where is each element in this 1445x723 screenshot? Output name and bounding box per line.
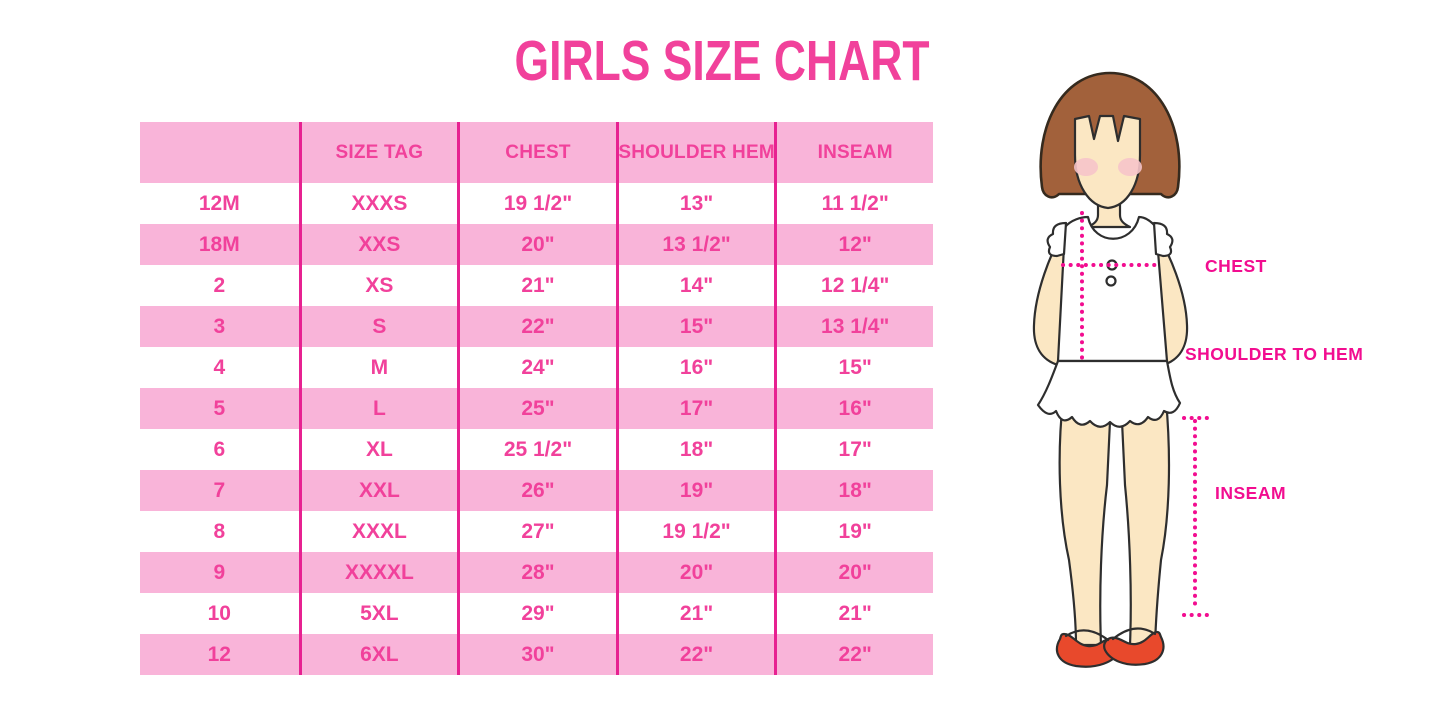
table-cell: 21" [457,265,616,306]
table-cell: XL [298,429,458,470]
dress-bodice [1056,215,1169,363]
table-cell: 15" [774,347,933,388]
table-row: 18M XXS 20" 13 1/2" 12" [140,224,933,265]
table-cell: XXL [298,470,458,511]
table-cell: 6XL [298,634,458,675]
table-cell: 13 1/2" [615,224,775,265]
table-cell: 5XL [298,593,458,634]
table-cell: 5 [213,396,226,420]
header-cell [140,122,299,183]
table-row: 12 6XL 30" 22" 22" [140,634,933,675]
table-cell: 17" [774,429,933,470]
table-cell: 26" [457,470,616,511]
table-cell: 16" [615,347,775,388]
table-cell: 12M [198,191,240,215]
table-cell: 19 1/2" [615,511,775,552]
right-leg [1119,398,1171,647]
table-row: 7 XXL 26" 19" 18" [140,470,933,511]
table-cell: 25" [457,388,616,429]
table-cell: 4 [213,355,226,379]
shoulder-to-hem-label: SHOULDER TO HEM [1185,344,1363,364]
blush-right [1118,158,1142,176]
table-cell: 9 [213,560,226,584]
table-cell: 22" [615,634,775,675]
table-cell: XXXS [298,183,458,224]
right-ruffle [1152,221,1174,258]
table-cell: 22" [774,634,933,675]
header-cell: SHOULDER HEM [615,122,774,183]
table-cell: 17" [615,388,775,429]
table-cell: 18" [774,470,933,511]
table-cell: 24" [457,347,616,388]
header-cell: INSEAM [774,122,933,183]
table-cell: 21" [615,593,775,634]
measurement-lines [1061,211,1209,617]
table-row: 9 XXXXL 28" 20" 20" [140,552,933,593]
page-title: GIRLS SIZE CHART [515,29,930,93]
table-cell: 18" [615,429,775,470]
table-row: 4 M 24" 16" 15" [140,347,933,388]
blush-left [1074,158,1098,176]
table-row: 12M XXXS 19 1/2" 13" 11 1/2" [140,183,933,224]
right-shoe-strap [1111,627,1157,641]
table-cell: 8 [213,519,226,543]
left-ruffle [1046,221,1068,258]
inseam-label: INSEAM [1215,483,1286,503]
table-cell: 20" [457,224,616,265]
girl-illustration: CHEST SHOULDER TO HEM INSEAM [1032,71,1363,668]
table-cell: XXS [298,224,458,265]
header-cell: CHEST [457,122,616,183]
table-row: 10 5XL 29" 21" 21" [140,593,933,634]
table-cell: 27" [457,511,616,552]
table-cell: S [298,306,458,347]
left-leg [1058,398,1113,647]
table-cell: 13" [615,183,775,224]
table-cell: 13 1/4" [774,306,933,347]
table-cell: 19" [615,470,775,511]
table-cell: 12 [207,642,231,666]
table-cell: 22" [457,306,616,347]
table-cell: 2 [213,273,226,297]
table-row: 6 XL 25 1/2" 18" 17" [140,429,933,470]
table-cell: 6 [213,437,226,461]
table-cell: M [298,347,458,388]
table-cell: 20" [615,552,775,593]
left-shoe-strap [1064,629,1110,642]
table-cell: 20" [774,552,933,593]
table-cell: 29" [457,593,616,634]
table-cell: 16" [774,388,933,429]
table-cell: 30" [457,634,616,675]
table-cell: XS [298,265,458,306]
table-cell: 14" [615,265,775,306]
page-title-wrap: GIRLS SIZE CHART [0,28,1445,94]
table-cell: 11 1/2" [774,183,933,224]
table-cell: 12 1/4" [774,265,933,306]
table-cell: 3 [213,314,226,338]
table-row: 2 XS 21" 14" 12 1/4" [140,265,933,306]
table-cell: 19" [774,511,933,552]
header-cell: SIZE TAG [298,122,458,183]
table-cell: 12" [774,224,933,265]
chest-label: CHEST [1205,256,1267,276]
table-cell: 21" [774,593,933,634]
table-cell: XXXXL [298,552,458,593]
table-cell: 28" [457,552,616,593]
table-cell: 7 [213,478,226,502]
face [1073,114,1142,210]
button-bottom [1105,275,1117,287]
table-row: 5 L 25" 17" 16" [140,388,933,429]
table-cell: XXXL [298,511,458,552]
table-row: 8 XXXL 27" 19 1/2" 19" [140,511,933,552]
table-cell: 15" [615,306,775,347]
table-cell: 25 1/2" [457,429,616,470]
table-row: 3 S 22" 15" 13 1/4" [140,306,933,347]
table-cell: 18M [198,232,240,256]
table-cell: L [298,388,458,429]
table-cell: 19 1/2" [457,183,616,224]
skirt [1036,359,1182,428]
table-cell: 10 [207,601,231,625]
header-row: SIZE TAG CHEST SHOULDER HEM INSEAM [140,122,933,183]
size-table: SIZE TAG CHEST SHOULDER HEM INSEAM 12M XXXS 19… [140,122,933,675]
